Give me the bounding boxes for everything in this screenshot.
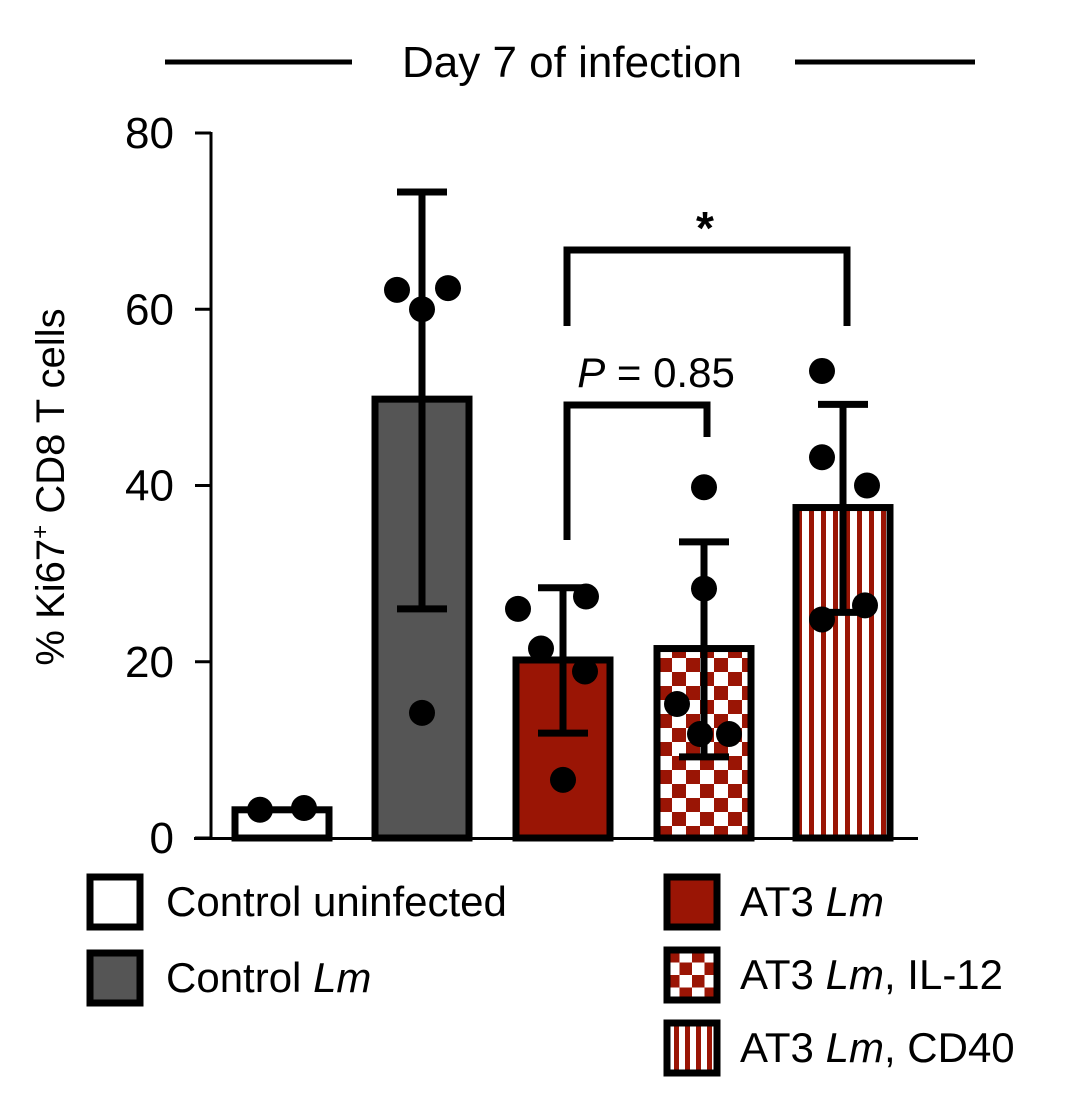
data-point [852,592,878,619]
legend-label-at3-lm-cd40: AT3 Lm, CD40 [740,1024,1015,1071]
data-point [716,721,742,748]
data-point [505,595,531,622]
data-point [691,474,717,501]
data-point [573,583,599,610]
legend-label-control-uninfected: Control uninfected [166,878,507,925]
pvalue-value: = 0.85 [605,349,735,396]
legend-swatch-control-uninfected [86,873,144,931]
data-point [291,795,317,822]
y-axis-label-prefix: % Ki67 [29,539,73,666]
data-point [409,699,435,726]
data-point [809,357,835,384]
data-point [691,575,717,602]
data-point [409,296,435,323]
legend-label-at3-lm-il12: AT3 Lm, IL-12 [740,951,1003,998]
y-axis-label: % Ki67+ CD8 T cells [27,308,73,665]
legend-label-control-lm: Control Lm [166,954,371,1001]
y-tick-label: 20 [125,638,174,687]
data-point [809,606,835,633]
y-tick-label: 0 [150,814,174,863]
data-point [572,658,598,685]
legend-label-at3-lm: AT3 Lm [740,878,884,925]
pvalue-bracket [563,401,711,540]
data-point [435,275,461,302]
data-point [809,444,835,471]
y-axis-label-sup: + [27,525,54,539]
y-axis-label-suffix: CD8 T cells [29,308,73,524]
data-point [384,276,410,303]
significance-bracket [563,246,851,326]
data-point [550,766,576,793]
legend-swatch-at3-lm-il12 [663,946,721,1004]
y-tick-label: 40 [125,462,174,511]
legend-swatch-control-lm [86,949,144,1007]
legend-swatch-at3-lm [663,873,721,931]
chart-title: Day 7 of infection [402,38,742,87]
significance-star: * [696,202,714,254]
legend: Control uninfected Control Lm AT3 Lm AT3… [86,873,1015,1077]
data-point [854,472,880,499]
y-tick-label: 80 [125,109,174,158]
pvalue-letter: P [577,349,605,396]
data-point [664,691,690,718]
data-point [528,635,554,662]
pvalue-label: P = 0.85 [577,349,735,396]
data-point [687,721,713,748]
data-point [247,796,273,823]
y-tick-label: 60 [125,285,174,334]
legend-swatch-at3-lm-cd40 [663,1019,721,1077]
